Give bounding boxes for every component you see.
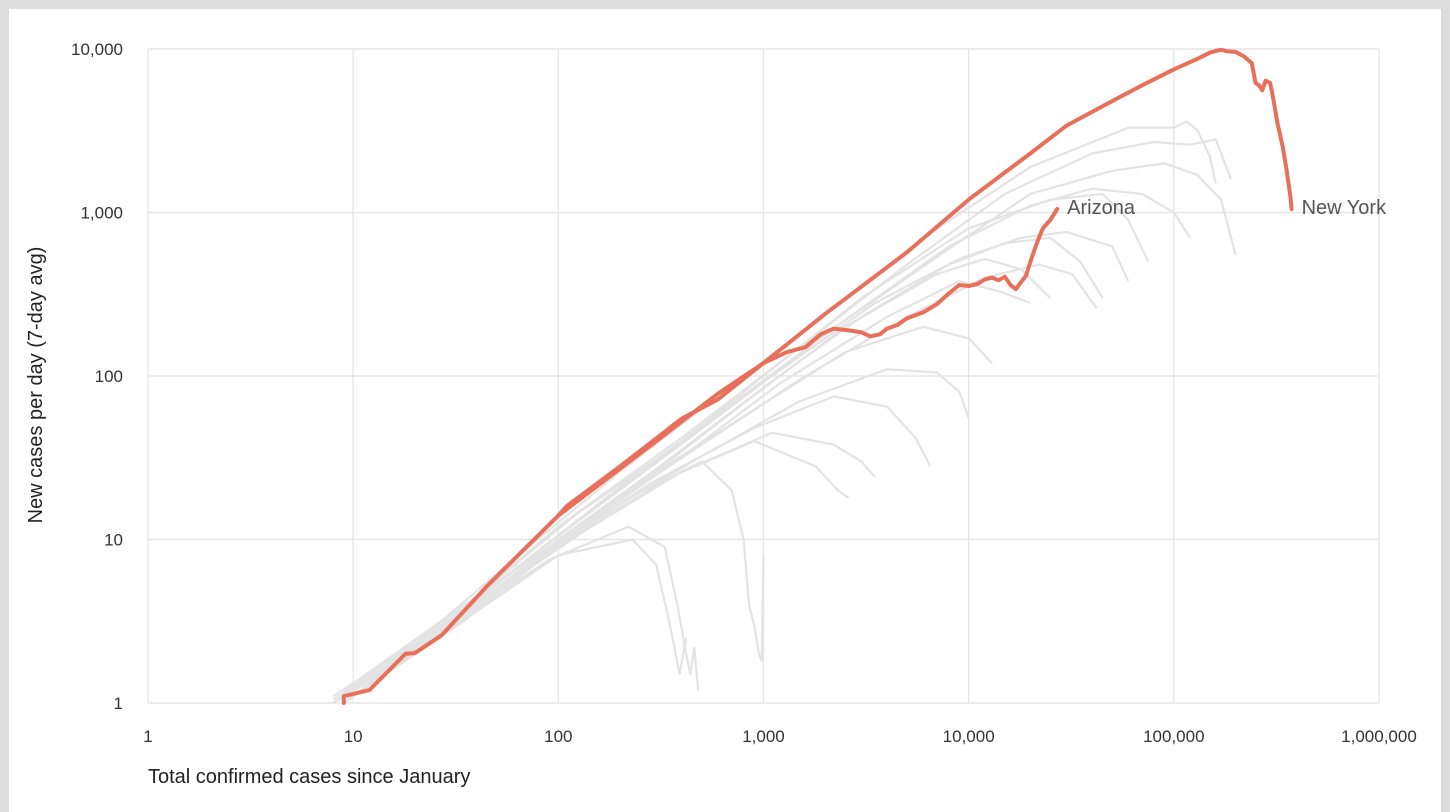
y-tick-label: 10	[104, 531, 123, 550]
y-tick-label: 100	[95, 367, 123, 386]
background-series-line	[343, 525, 700, 704]
line-chart: 1 10 100 1,000 10,000 1 10 100 1,000 10,000 100,0…	[25, 40, 1417, 788]
annotation-new-york: New York	[1302, 197, 1387, 219]
x-tick-label: 10	[344, 727, 363, 746]
y-tick-label: 1,000	[80, 204, 123, 223]
background-series-line	[343, 230, 1130, 698]
series-line-arizona	[556, 207, 1060, 518]
background-series	[332, 120, 1237, 704]
background-series-line	[352, 368, 970, 692]
x-tick-labels: 1 10 100 1,000 10,000 100,000 1,000,000	[143, 727, 1417, 746]
background-series-line	[332, 187, 1192, 698]
x-tick-label: 10,000	[943, 727, 995, 746]
background-series-line	[343, 138, 1233, 698]
background-series-line	[343, 236, 1104, 704]
y-tick-labels: 1 10 100 1,000 10,000	[71, 40, 123, 713]
background-series-line	[352, 280, 1031, 698]
y-tick-label: 10,000	[71, 40, 123, 59]
y-axis-title: New cases per day (7-day avg)	[25, 247, 47, 524]
background-series-line	[352, 439, 850, 692]
x-tick-label: 1,000,000	[1341, 727, 1417, 746]
x-tick-label: 100,000	[1143, 727, 1204, 746]
annotation-arizona: Arizona	[1067, 197, 1136, 219]
x-tick-label: 1	[143, 727, 152, 746]
highlighted-series	[341, 47, 1294, 705]
series-line-new-york	[341, 47, 1294, 705]
gridlines	[147, 48, 1380, 704]
background-series-line	[352, 538, 688, 698]
series-annotations: Arizona New York	[1067, 197, 1387, 219]
background-series-line	[368, 263, 1098, 680]
y-tick-label: 1	[114, 694, 123, 713]
x-tick-label: 100	[544, 727, 572, 746]
background-series-line	[343, 395, 932, 704]
x-axis-title: Total confirmed cases since January	[148, 766, 470, 788]
x-tick-label: 1,000	[742, 727, 785, 746]
chart-frame: 1 10 100 1,000 10,000 1 10 100 1,000 10,000 100,0…	[9, 9, 1441, 812]
